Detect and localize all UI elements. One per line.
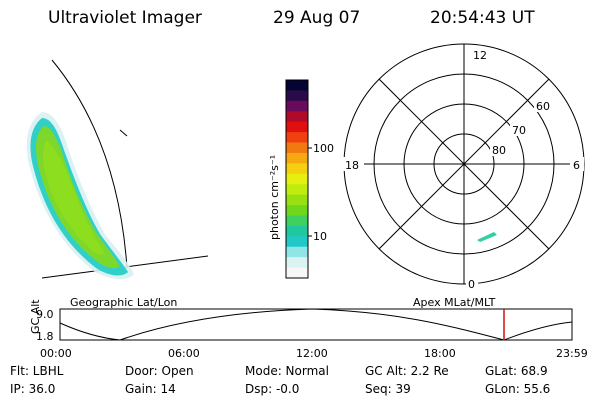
label-bg bbox=[342, 157, 364, 171]
color-scale-label-10: 10 bbox=[313, 230, 327, 243]
x-tick-label-1200: 12:00 bbox=[296, 347, 328, 360]
mlat-label-80: 80 bbox=[492, 144, 506, 157]
label-bg bbox=[510, 122, 530, 136]
sequence-value: Seq: 39 bbox=[365, 382, 411, 396]
altitude-timeline: Geographic Lat/Lon Apex MLat/MLT GC Alt … bbox=[29, 296, 588, 360]
color-scale-swatch bbox=[286, 100, 308, 112]
geo-longitude-value: GLon: 55.6 bbox=[485, 382, 551, 396]
timeline-frame bbox=[59, 308, 573, 341]
geo-latitude-value: GLat: 68.9 bbox=[485, 364, 548, 378]
color-scale-label-100: 100 bbox=[313, 142, 334, 155]
x-tick-label-2359: 23:59 bbox=[556, 347, 588, 360]
observation-date: 29 Aug 07 bbox=[273, 8, 360, 28]
mlat-label-60: 60 bbox=[536, 100, 550, 113]
aurora-core bbox=[43, 140, 104, 255]
timeline-left-label: Geographic Lat/Lon bbox=[70, 296, 177, 309]
mlt-label-18: 18 bbox=[345, 159, 359, 172]
mode-value: Mode: Normal bbox=[245, 364, 329, 378]
filter-value: Flt: LBHL bbox=[10, 364, 64, 378]
orbit-altitude-curve bbox=[59, 308, 573, 341]
label-bg bbox=[466, 276, 478, 290]
color-scale-swatch bbox=[286, 194, 308, 206]
polar-diagonal-2 bbox=[378, 78, 550, 250]
color-scale-swatch bbox=[286, 215, 308, 227]
timeline-right-label: Apex MLat/MLT bbox=[413, 296, 496, 309]
x-tick-label-0600: 06:00 bbox=[168, 347, 200, 360]
color-scale-swatch bbox=[286, 257, 308, 269]
mlat-label-70: 70 bbox=[512, 124, 526, 137]
mlt-label-12: 12 bbox=[473, 49, 487, 62]
color-scale-swatch bbox=[286, 246, 308, 258]
color-scale-swatch bbox=[286, 267, 308, 279]
label-bg bbox=[570, 157, 584, 171]
color-scale-swatch bbox=[286, 142, 308, 154]
instrument-title: Ultraviolet Imager bbox=[48, 8, 202, 28]
mlt-label-6: 6 bbox=[573, 159, 580, 172]
mlt-label-0: 0 bbox=[468, 278, 475, 291]
color-scale-units: photon cm⁻²s⁻¹ bbox=[268, 155, 281, 240]
x-tick-label-0000: 00:00 bbox=[40, 347, 72, 360]
earth-limb-line bbox=[51, 59, 128, 269]
color-scale: 100 10 photon cm⁻²s⁻¹ bbox=[268, 79, 334, 279]
color-scale-swatch bbox=[286, 90, 308, 102]
color-scale-swatch bbox=[286, 205, 308, 217]
gain-value: Gain: 14 bbox=[125, 382, 176, 396]
ip-value: IP: 36.0 bbox=[10, 382, 56, 396]
color-scale-swatch bbox=[286, 132, 308, 144]
color-scale-swatch bbox=[286, 173, 308, 185]
observation-time: 20:54:43 UT bbox=[430, 8, 535, 28]
color-scale-swatch bbox=[286, 236, 308, 248]
color-scale-swatch bbox=[286, 80, 308, 92]
door-value: Door: Open bbox=[125, 364, 194, 378]
timeline-axis-title: GC Alt bbox=[29, 299, 42, 334]
geographic-image-panel bbox=[26, 59, 209, 280]
color-scale-swatch bbox=[286, 184, 308, 196]
color-scale-swatch bbox=[286, 163, 308, 175]
gc-altitude-value: GC Alt: 2.2 Re bbox=[365, 364, 449, 378]
color-scale-frame bbox=[285, 79, 309, 279]
y-tick-label-9: 9.0 bbox=[36, 308, 54, 321]
color-scale-swatches bbox=[286, 80, 308, 279]
color-scale-swatch bbox=[286, 121, 308, 133]
polar-aurora-patch bbox=[477, 232, 497, 242]
color-scale-swatch bbox=[286, 152, 308, 164]
color-scale-swatch bbox=[286, 225, 308, 237]
x-tick-label-1800: 18:00 bbox=[424, 347, 456, 360]
limb-tick bbox=[119, 129, 128, 137]
color-scale-swatch bbox=[286, 111, 308, 123]
label-bg bbox=[534, 98, 554, 112]
y-tick-label-1-8: 1.8 bbox=[36, 330, 54, 343]
label-bg bbox=[470, 47, 487, 61]
dsp-value: Dsp: -0.0 bbox=[245, 382, 300, 396]
label-bg bbox=[490, 142, 510, 156]
polar-plot: 12 18 6 0 60 70 80 bbox=[342, 43, 585, 291]
